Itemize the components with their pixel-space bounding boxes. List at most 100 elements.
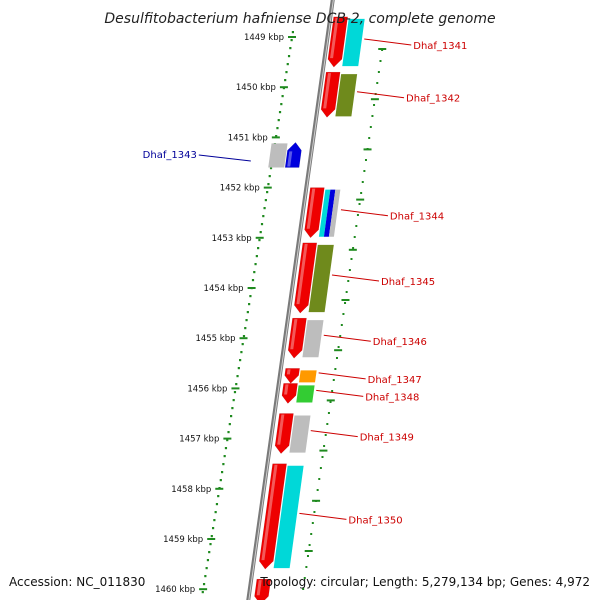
kbp-tick-label: 1459 kbp — [163, 535, 203, 545]
gene-sheen — [290, 319, 298, 350]
kbp-tick-label: 1451 kbp — [228, 133, 268, 143]
annotation-band — [335, 74, 358, 117]
axis-dot — [262, 215, 265, 218]
gene-label[interactable]: Dhaf_1349 — [360, 433, 414, 444]
axis-dot — [287, 55, 291, 58]
axis-dot — [233, 391, 237, 394]
axis-dot — [220, 471, 224, 474]
axis-dot — [275, 135, 278, 138]
gene-leader-line — [198, 154, 251, 162]
axis-dot — [231, 407, 234, 410]
annotation-band — [318, 189, 331, 237]
gene-arrow[interactable] — [320, 71, 341, 118]
gene-label[interactable]: Dhaf_1345 — [381, 277, 435, 288]
track-dot — [361, 181, 364, 183]
gene-label[interactable]: Dhaf_1341 — [413, 41, 467, 52]
gene-arrow[interactable] — [304, 187, 325, 239]
axis-dot — [251, 279, 255, 282]
gene-label[interactable]: Dhaf_1348 — [365, 392, 419, 403]
gene-sheen — [256, 580, 262, 596]
gene-sheen — [330, 17, 339, 59]
gene-arrow[interactable] — [274, 413, 294, 455]
axis-dot — [205, 567, 208, 570]
gene-arrow[interactable] — [284, 368, 300, 384]
track-dot — [344, 302, 347, 304]
gene-arrow[interactable] — [254, 578, 272, 600]
axis-dot — [228, 423, 231, 426]
gene-sheen — [286, 369, 291, 375]
gene-label[interactable]: Dhaf_1346 — [373, 337, 427, 348]
track-dot — [337, 346, 340, 348]
kbp-tick-label: 1453 kbp — [212, 234, 252, 244]
gene-label[interactable]: Dhaf_1347 — [368, 375, 422, 386]
track-dot — [316, 489, 319, 491]
track-dot — [371, 115, 374, 117]
gene-arrow[interactable] — [281, 383, 298, 404]
gene-leader-line — [331, 274, 380, 282]
annotation-band — [342, 18, 365, 67]
axis-dot — [201, 591, 204, 594]
axis-dot — [291, 31, 295, 34]
track-dot — [339, 335, 342, 337]
gene-sheen — [277, 414, 285, 445]
track-dot — [305, 566, 308, 568]
track-dot — [323, 445, 326, 447]
axis-dot — [208, 551, 211, 554]
axis-dot — [232, 399, 235, 402]
axis-dot — [236, 375, 239, 378]
track-dot — [306, 555, 309, 557]
gene-label[interactable]: Dhaf_1343 — [143, 150, 197, 161]
gene-sheen — [296, 243, 308, 305]
axis-dot — [253, 271, 256, 274]
gene-arrow[interactable] — [287, 317, 307, 359]
annotation-band — [289, 415, 311, 453]
track-dot — [308, 544, 311, 546]
track-dot — [332, 379, 335, 381]
genome-backbone — [246, 0, 335, 600]
gene-label[interactable]: Dhaf_1350 — [348, 515, 402, 526]
gene-leader-line — [323, 334, 371, 342]
axis-dot — [222, 463, 225, 466]
axis-dot — [206, 559, 210, 562]
gene-leader-line — [340, 209, 388, 217]
track-dot — [363, 170, 366, 172]
gene-leader-line — [310, 430, 358, 438]
axis-dot — [254, 263, 257, 266]
axis-dot — [248, 303, 251, 306]
axis-dot — [235, 383, 238, 386]
gene-sheen — [323, 73, 332, 109]
annotation-band — [323, 189, 336, 237]
axis-dot — [242, 335, 246, 338]
gene-sheen — [284, 384, 289, 395]
track-dot — [313, 511, 316, 513]
gene-sheen — [287, 151, 293, 167]
gene-arrow[interactable] — [294, 242, 318, 314]
gene-label[interactable]: Dhaf_1342 — [406, 94, 460, 105]
gene-labels: Dhaf_1341 Dhaf_1342 Dhaf_1343 Dhaf_1344 Dhaf… — [143, 38, 467, 526]
gene-leader-line — [356, 91, 405, 99]
axis-dot — [249, 295, 252, 298]
gene-arrow[interactable] — [327, 16, 348, 68]
gene-arrow[interactable] — [259, 463, 287, 570]
page-title: Desulfitobacterium hafniense DCB-2, comp… — [104, 11, 495, 27]
gene-label[interactable]: Dhaf_1344 — [390, 212, 444, 223]
axis-dot — [202, 583, 206, 586]
kbp-tick-label: 1460 kbp — [155, 585, 195, 595]
axis-dot — [259, 231, 262, 234]
track-dot — [340, 324, 343, 326]
axis-dot — [241, 343, 244, 346]
kbp-tick-label: 1458 kbp — [171, 485, 211, 495]
axis-dot — [223, 455, 226, 458]
track-dot — [327, 412, 330, 414]
axis-dot — [244, 327, 247, 330]
track-dot — [350, 258, 353, 260]
axis-dot — [258, 239, 261, 242]
axis-dot — [230, 415, 233, 418]
track-dot — [329, 401, 332, 403]
track-dot — [356, 214, 359, 216]
axis-dot — [286, 63, 289, 66]
axis-dot — [215, 503, 219, 506]
track-dot — [368, 137, 371, 139]
gene-arrow[interactable] — [284, 142, 302, 168]
track-dot — [331, 390, 334, 392]
